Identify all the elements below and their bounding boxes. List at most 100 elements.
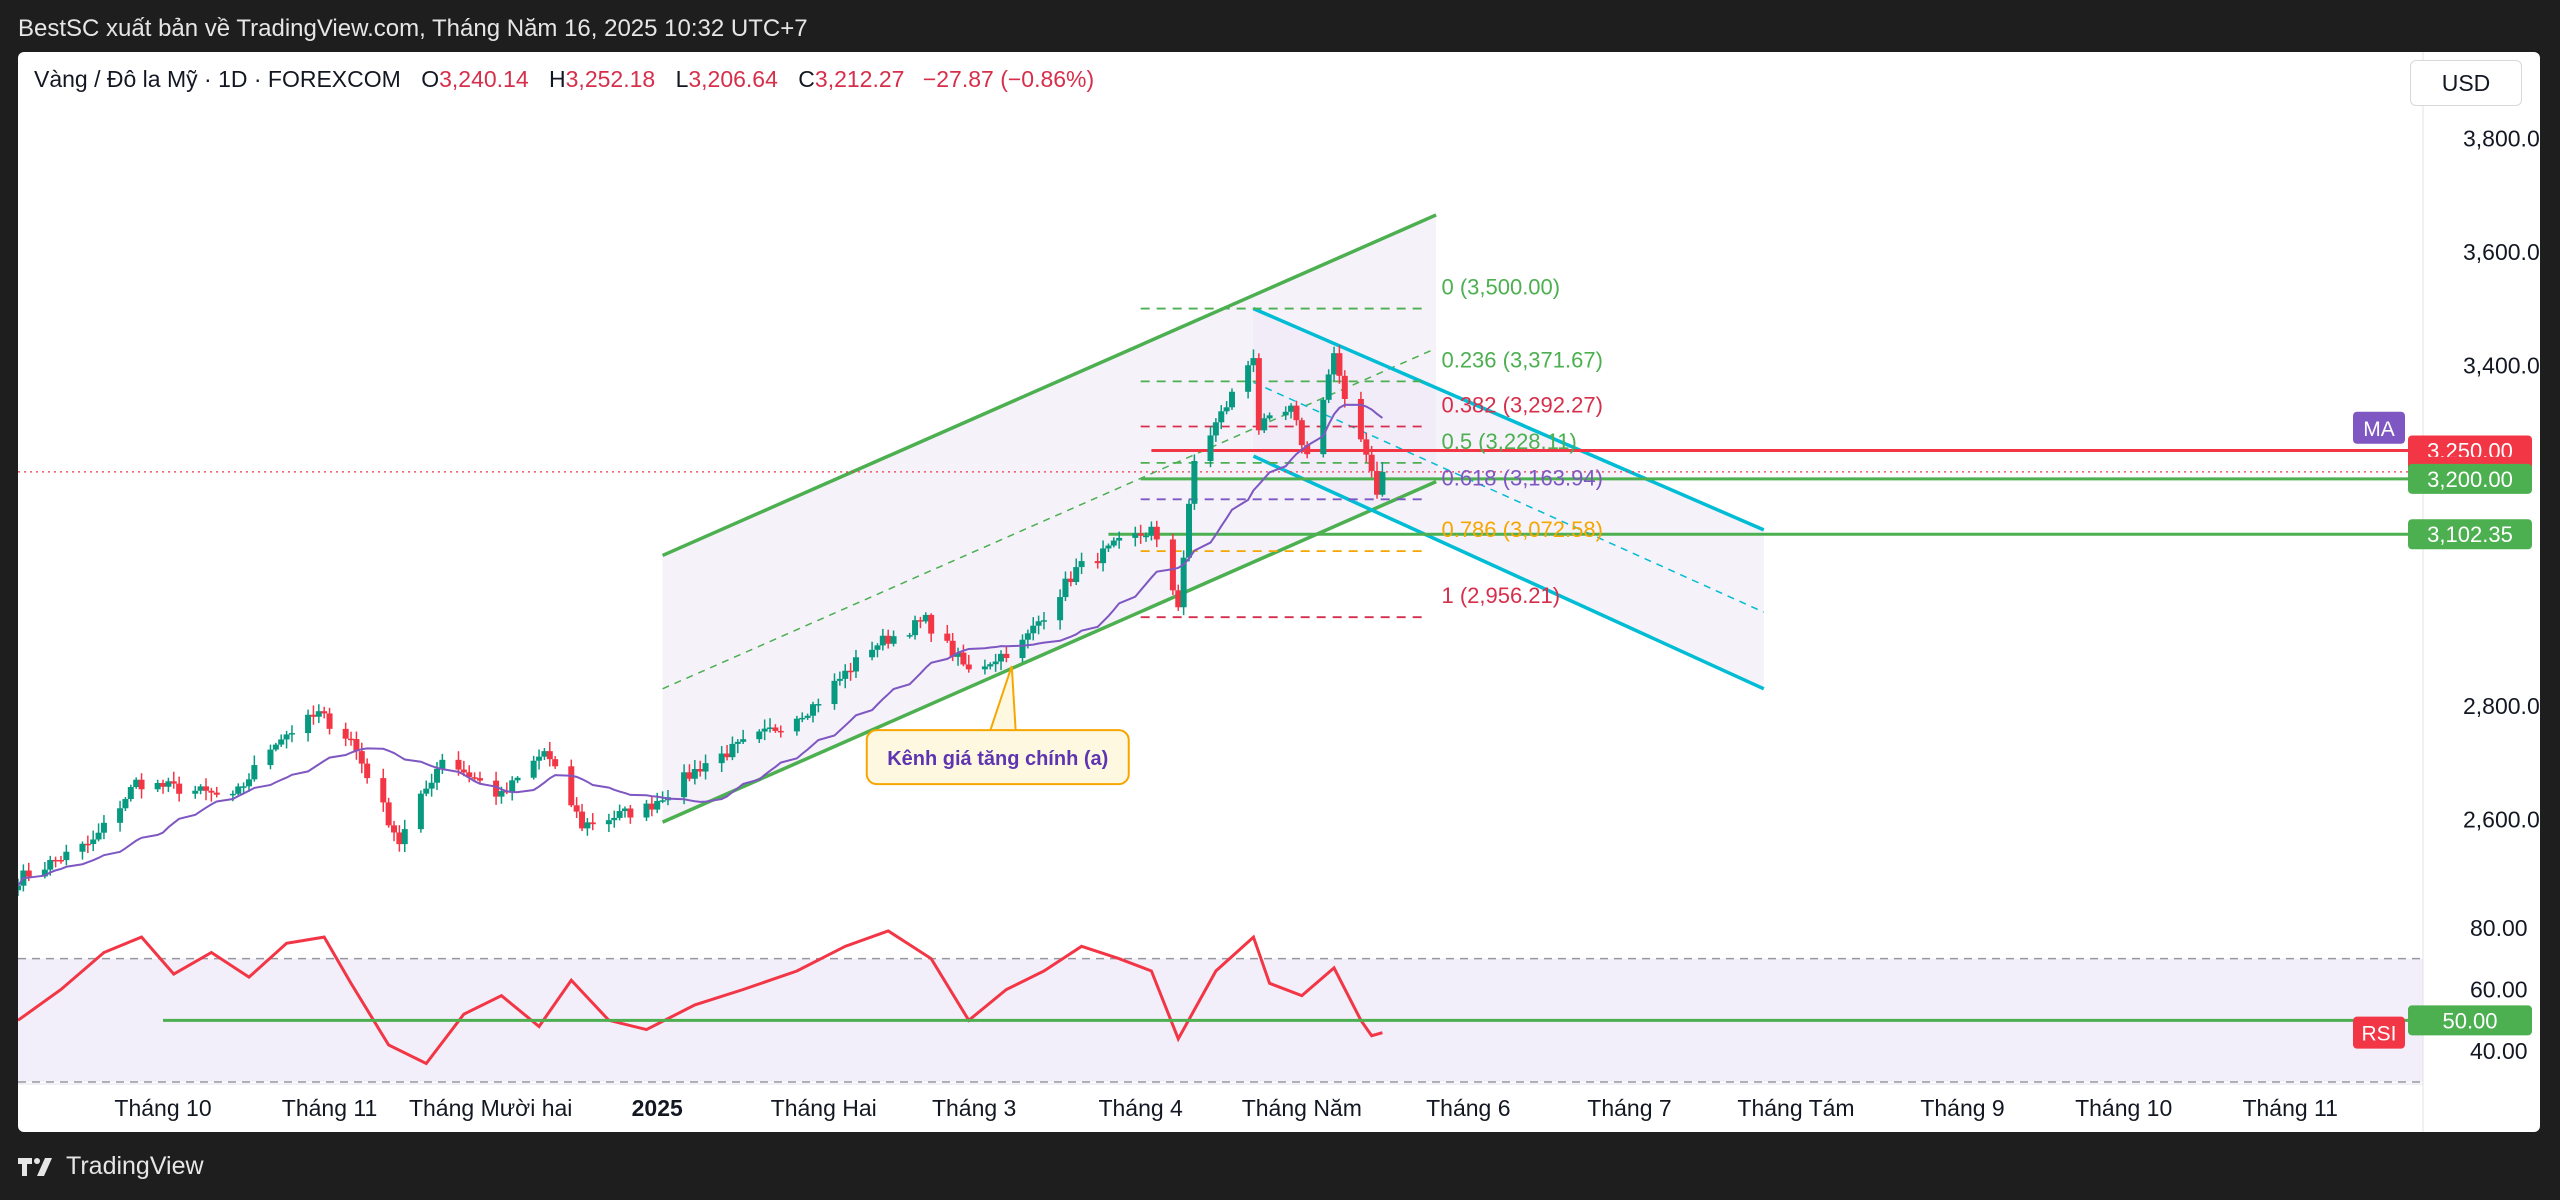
candle-body [654,800,661,810]
candle-body [691,769,698,779]
fib-level-label: 1 (2,956.21) [1441,583,1560,608]
ma-label-bg [2353,411,2405,444]
candle-body [852,657,859,672]
open-label: O [421,66,440,92]
time-tick-label: Tháng 10 [2075,1095,2172,1121]
candle-body [385,802,392,826]
candle-body [358,751,365,764]
candle-body [1207,435,1214,462]
candle-body [57,859,64,862]
candle-body [998,653,1005,662]
price-label: 3,200.00 [2427,467,2513,492]
candle-body [466,772,473,778]
candle-body [729,743,736,758]
candle-body [353,739,360,752]
candle-body [1341,375,1348,399]
candle-body [1094,561,1101,564]
falling-channel-lower [1252,454,1765,691]
candle-body [321,711,328,714]
candle-body [541,751,548,757]
candle-body [1148,526,1155,536]
candle-body [1073,567,1080,583]
symbol-name: Vàng / Đô la Mỹ · 1D · FOREXCOM [34,66,401,92]
candle-body [117,808,124,823]
candle-body [1003,653,1010,658]
currency-button[interactable]: USD [2410,60,2522,106]
candle-body [25,870,32,877]
candle-body [240,786,247,788]
candle-body [63,851,70,861]
candle-body [955,652,962,657]
footer-bar: TradingView [0,1132,2560,1200]
candle-body [681,772,688,798]
candle-body [476,778,483,781]
candle-body [648,803,655,810]
candle-body [1067,578,1074,583]
candle-body [1030,625,1037,634]
annotations: Kênh giá tăng chính (a) [865,665,1130,786]
time-tick-label: Tháng Tám [1737,1095,1854,1121]
high-value: 3,252.18 [565,66,656,92]
candle-body [718,753,725,764]
fib-level-label: 0.5 (3,228.11) [1441,429,1576,454]
candle-body [1116,537,1123,541]
candle-body [992,661,999,665]
fib-level-label: 0.382 (3,292.27) [1441,392,1602,417]
candle-body [724,753,731,758]
tradingview-logo[interactable]: TradingView [18,1152,204,1181]
candle-body [810,704,816,716]
candle-body [1040,620,1047,622]
candle-body [267,749,274,766]
rsi-label-bg [2353,1016,2405,1049]
candle-body [627,808,634,818]
candle-body [1282,411,1289,416]
price-label-bg [2408,519,2532,550]
candle-body [1180,557,1187,608]
candle-body [1218,411,1225,423]
candle-body [1169,539,1176,591]
candle-body [1035,621,1042,626]
candle-body [552,759,559,767]
rising-channel-upper [661,213,1437,558]
candle-body [364,763,371,779]
chart-canvas[interactable]: 0 (3,500.00) 0.236 (3,371.67) 0.382 (3,292… [18,52,2540,1132]
candle-body [348,738,355,741]
candle-body [906,635,913,637]
falling-channel-fill [1253,308,1764,689]
candle-body [1320,399,1327,455]
price-tick-label: 2,600.00 [2463,806,2540,832]
candle-body [869,649,876,658]
candle-body [987,664,994,667]
candle-body [1304,445,1311,455]
fib-level-label: 0.236 (3,371.67) [1441,347,1602,372]
candle-body [326,713,333,729]
candle-body [756,731,763,740]
close-label: C [798,66,815,92]
candle-body [396,832,403,845]
candle-body [1175,590,1182,608]
candle-body [41,869,48,877]
candle-body [100,822,107,833]
candle-body [1331,353,1338,375]
time-tick-label: Tháng Năm [1242,1095,1362,1121]
candle-body [315,711,322,717]
candle-body [1186,503,1193,558]
change-value: −27.87 (−0.86%) [922,66,1095,92]
high-label: H [549,66,566,92]
candle-body [981,666,988,670]
candle-body [391,825,398,833]
chart-frame[interactable]: 0 (3,500.00) 0.236 (3,371.67) 0.382 (3,292… [18,52,2540,1132]
time-tick-label: Tháng 3 [932,1095,1016,1121]
candle-body [471,777,478,779]
candle-body [1293,405,1300,421]
candle-body [584,822,591,829]
time-tick-label: 2025 [632,1095,683,1121]
candle-body [90,839,97,845]
candle-body [1078,561,1085,568]
candle-body [1105,545,1112,549]
candle-body [229,793,236,796]
candle-body [1374,471,1381,495]
candle-body [423,788,430,794]
candle-body [1110,540,1117,546]
candle-body [697,769,704,772]
